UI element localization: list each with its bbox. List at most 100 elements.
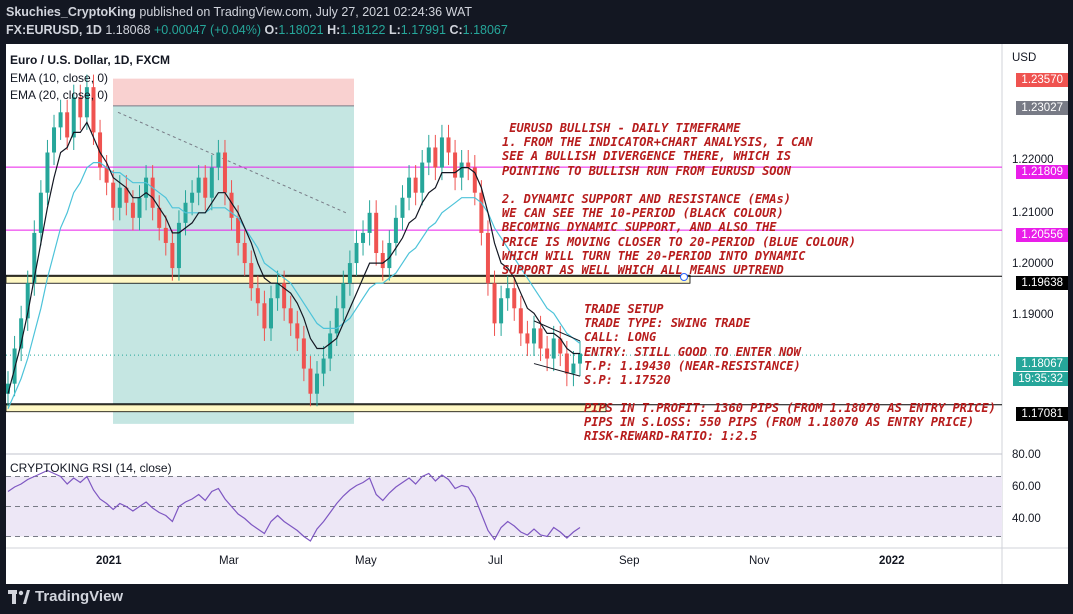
candle-body xyxy=(163,227,168,243)
low-value: 1.17991 xyxy=(400,23,446,37)
candle-body xyxy=(25,283,30,319)
rsi-tick: 60.00 xyxy=(1012,481,1041,493)
candle-body xyxy=(341,283,346,309)
candle-body xyxy=(531,328,536,344)
take-profit-zone xyxy=(113,105,354,424)
price-tag-last: 1.18067 xyxy=(1016,357,1068,371)
candle-body xyxy=(374,212,379,254)
candle-body xyxy=(71,97,76,138)
chart-svg[interactable] xyxy=(6,44,1068,584)
high-value: 1.18122 xyxy=(340,23,386,37)
open-value: 1.18021 xyxy=(278,23,324,37)
current-price: 1.18068 xyxy=(105,23,151,37)
candle-body xyxy=(190,192,195,203)
candle-body xyxy=(58,112,63,128)
candle-body xyxy=(236,217,241,243)
candle-body xyxy=(578,353,582,364)
price-tag-level: 1.17081 xyxy=(1016,407,1068,421)
candle-body xyxy=(420,162,425,193)
candle-body xyxy=(288,308,293,324)
ema20-legend[interactable]: EMA (20, close, 0) xyxy=(10,88,109,102)
candle-body xyxy=(315,373,320,394)
wedge-upper xyxy=(533,320,581,342)
rsi-tick: 80.00 xyxy=(1012,449,1041,461)
time-label: May xyxy=(355,555,377,567)
candle-body xyxy=(492,283,497,324)
candle-body xyxy=(380,253,385,269)
candle-body xyxy=(334,308,339,334)
candle-body xyxy=(209,167,214,198)
candle-body xyxy=(216,152,221,168)
candle-body xyxy=(407,177,412,198)
candle-body xyxy=(249,263,254,289)
ema20-line xyxy=(7,162,581,410)
candle-body xyxy=(111,182,116,208)
pips-note[interactable]: PIPS IN T.PROFIT: 1360 PIPS (FROM 1.1807… xyxy=(584,401,996,444)
candle-body xyxy=(124,187,129,203)
close-value: 1.18067 xyxy=(462,23,508,37)
candle-body xyxy=(268,298,273,329)
tradingview-icon xyxy=(8,589,30,604)
candle-body xyxy=(19,318,24,349)
candle-body xyxy=(275,283,280,299)
trade-setup-note[interactable]: TRADE SETUP TRADE TYPE: SWING TRADE CALL… xyxy=(584,302,801,388)
ema10-legend[interactable]: EMA (10, close, 0) xyxy=(10,71,109,85)
price-tick: 1.21000 xyxy=(1012,207,1054,219)
candle-body xyxy=(538,328,543,349)
chart-area[interactable]: Euro / U.S. Dollar, 1D, FXCM EMA (10, cl… xyxy=(6,44,1068,584)
publisher-line: Skuchies_CryptoKing published on Trading… xyxy=(6,5,472,19)
stop-loss-zone xyxy=(113,78,354,106)
candle-body xyxy=(446,137,451,153)
candle-body xyxy=(301,338,306,369)
support-zone xyxy=(6,403,607,413)
candle-body xyxy=(321,358,326,374)
price-tag-level: 1.21809 xyxy=(1016,165,1068,179)
price-change: +0.00047 (+0.04%) xyxy=(154,23,262,37)
time-label: Mar xyxy=(219,555,239,567)
candle-body xyxy=(426,147,431,163)
currency-label[interactable]: USD xyxy=(1012,52,1037,64)
alert-marker-icon xyxy=(680,273,688,281)
price-tag-level: 1.20556 xyxy=(1016,228,1068,242)
candle-body xyxy=(564,353,569,374)
candle-body xyxy=(45,152,50,193)
candle-body xyxy=(472,167,477,193)
rsi-tick: 40.00 xyxy=(1012,513,1041,525)
candle-body xyxy=(505,288,510,299)
open-label: O: xyxy=(264,23,279,37)
countdown-tag: 19:35:32 xyxy=(1013,372,1068,386)
candle-body xyxy=(545,348,550,359)
wedge-lower xyxy=(533,363,581,377)
rsi-line xyxy=(7,469,581,542)
candle-body xyxy=(203,177,208,198)
candle-body xyxy=(91,87,96,133)
candle-body xyxy=(98,132,103,168)
time-label: Sep xyxy=(619,555,640,567)
candle-body xyxy=(65,112,70,138)
rsi-legend[interactable]: CRYPTOKING RSI (14, close) xyxy=(10,461,172,475)
candle-body xyxy=(38,192,43,233)
candle-body xyxy=(551,338,556,359)
candle-body xyxy=(262,303,267,329)
publisher-name[interactable]: Skuchies_CryptoKing xyxy=(6,5,136,19)
tradingview-logo[interactable]: TradingView xyxy=(8,588,123,605)
candle-body xyxy=(558,338,563,354)
candle-body xyxy=(144,177,149,198)
price-tag-stop: 1.23570 xyxy=(1016,73,1068,87)
candle-body xyxy=(367,212,372,233)
candle-body xyxy=(150,177,155,208)
candle-body xyxy=(479,192,484,233)
symbol-legend[interactable]: Euro / U.S. Dollar, 1D, FXCM xyxy=(10,53,171,67)
brand-name: TradingView xyxy=(35,588,124,605)
high-label: H: xyxy=(327,23,341,37)
candle-body xyxy=(393,217,398,243)
close-label: C: xyxy=(449,23,463,37)
candle-body xyxy=(308,368,313,394)
candle-body xyxy=(328,333,333,359)
price-tick: 1.19000 xyxy=(1012,309,1054,321)
candle-body xyxy=(242,242,247,264)
candle-body xyxy=(525,333,530,344)
candle-body xyxy=(466,162,471,168)
candle-body xyxy=(400,197,405,218)
analysis-note[interactable]: EURUSD BULLISH - DAILY TIMEFRAME 1. FROM… xyxy=(502,121,857,278)
